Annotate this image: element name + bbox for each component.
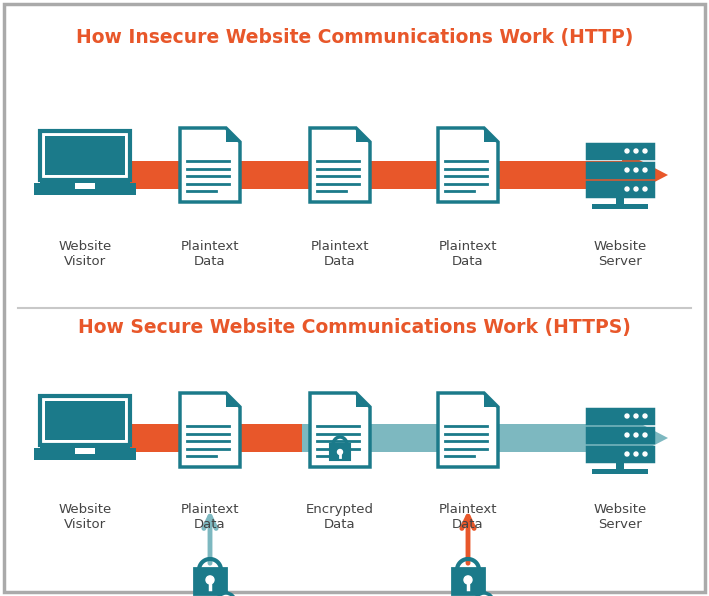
Polygon shape — [484, 128, 498, 142]
Circle shape — [643, 414, 647, 418]
Polygon shape — [438, 128, 498, 202]
Circle shape — [634, 414, 638, 418]
FancyBboxPatch shape — [616, 461, 624, 469]
Circle shape — [643, 187, 647, 191]
FancyBboxPatch shape — [40, 180, 130, 183]
Circle shape — [643, 149, 647, 153]
Circle shape — [206, 576, 214, 584]
Text: Website
Server: Website Server — [593, 503, 647, 531]
Polygon shape — [438, 393, 498, 467]
Text: Website
Server: Website Server — [593, 240, 647, 268]
Circle shape — [625, 433, 629, 437]
Circle shape — [625, 149, 629, 153]
Circle shape — [643, 452, 647, 456]
FancyBboxPatch shape — [75, 448, 95, 454]
Circle shape — [643, 168, 647, 172]
Circle shape — [634, 433, 638, 437]
Polygon shape — [180, 393, 240, 467]
Text: Plaintext
Data: Plaintext Data — [181, 240, 239, 268]
FancyBboxPatch shape — [4, 4, 705, 592]
Text: How Secure Website Communications Work (HTTPS): How Secure Website Communications Work (… — [78, 318, 631, 337]
FancyBboxPatch shape — [592, 204, 648, 209]
Circle shape — [634, 187, 638, 191]
Text: How Insecure Website Communications Work (HTTP): How Insecure Website Communications Work… — [76, 28, 633, 47]
FancyBboxPatch shape — [45, 401, 125, 440]
Text: Plaintext
Data: Plaintext Data — [181, 503, 239, 531]
FancyBboxPatch shape — [587, 409, 653, 423]
FancyBboxPatch shape — [587, 163, 653, 177]
Circle shape — [643, 433, 647, 437]
FancyBboxPatch shape — [40, 445, 130, 448]
FancyBboxPatch shape — [302, 424, 622, 452]
Circle shape — [464, 576, 472, 584]
FancyBboxPatch shape — [587, 428, 653, 442]
Text: Plaintext
Data: Plaintext Data — [439, 503, 497, 531]
Polygon shape — [226, 128, 240, 142]
FancyBboxPatch shape — [592, 469, 648, 474]
Circle shape — [625, 414, 629, 418]
FancyBboxPatch shape — [130, 161, 622, 189]
FancyBboxPatch shape — [587, 182, 653, 196]
FancyBboxPatch shape — [40, 131, 130, 180]
FancyBboxPatch shape — [75, 183, 95, 189]
Polygon shape — [356, 393, 370, 407]
FancyBboxPatch shape — [330, 444, 350, 460]
Circle shape — [337, 449, 342, 455]
FancyBboxPatch shape — [616, 196, 624, 204]
Polygon shape — [622, 151, 668, 199]
Circle shape — [625, 187, 629, 191]
Circle shape — [625, 452, 629, 456]
FancyBboxPatch shape — [587, 447, 653, 461]
Text: Encrypted
Data: Encrypted Data — [306, 503, 374, 531]
FancyBboxPatch shape — [194, 568, 226, 594]
Polygon shape — [622, 414, 668, 462]
FancyBboxPatch shape — [130, 424, 390, 452]
Text: Plaintext
Data: Plaintext Data — [439, 240, 497, 268]
FancyBboxPatch shape — [34, 183, 136, 195]
FancyBboxPatch shape — [452, 568, 484, 594]
Polygon shape — [310, 393, 370, 467]
Polygon shape — [484, 393, 498, 407]
Text: Website
Visitor: Website Visitor — [58, 503, 111, 531]
Polygon shape — [356, 128, 370, 142]
Circle shape — [634, 168, 638, 172]
Text: Plaintext
Data: Plaintext Data — [311, 240, 369, 268]
Circle shape — [625, 168, 629, 172]
Circle shape — [634, 452, 638, 456]
Circle shape — [217, 593, 235, 596]
FancyBboxPatch shape — [34, 448, 136, 460]
Polygon shape — [180, 128, 240, 202]
Text: Website
Visitor: Website Visitor — [58, 240, 111, 268]
FancyBboxPatch shape — [40, 396, 130, 445]
Polygon shape — [310, 128, 370, 202]
FancyBboxPatch shape — [587, 144, 653, 158]
FancyBboxPatch shape — [45, 136, 125, 175]
Circle shape — [475, 593, 493, 596]
Polygon shape — [226, 393, 240, 407]
Circle shape — [634, 149, 638, 153]
